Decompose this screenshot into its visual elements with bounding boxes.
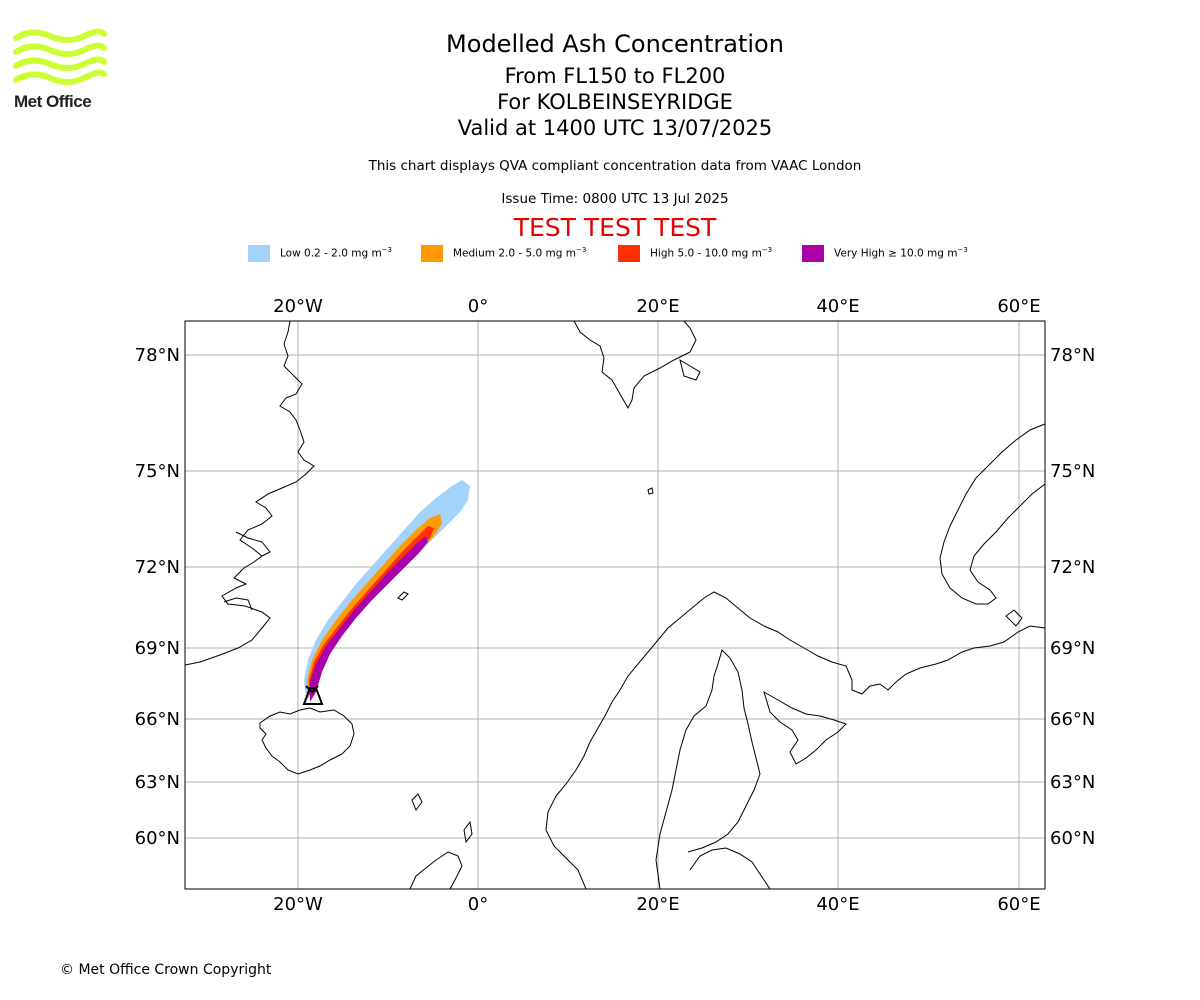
lat-tick-left-60n: 60°N: [135, 828, 180, 849]
lon-tick-bottom-60e: 60°E: [997, 894, 1040, 915]
lat-tick-left-72n: 72°N: [135, 557, 180, 578]
coast-svalbard: [573, 321, 697, 410]
lat-tick-left-63n: 63°N: [135, 772, 180, 793]
lat-tick-right-78n: 78°N: [1050, 345, 1095, 366]
legend-swatch-low: [248, 245, 270, 262]
legend-label-high: High 5.0 - 10.0 mg m−3: [650, 246, 773, 260]
lat-tick-left-78n: 78°N: [135, 345, 180, 366]
lat-ticks-left: 78°N 75°N 72°N 69°N 66°N 63°N 60°N: [135, 345, 180, 849]
coast-greenland: [185, 321, 315, 666]
legend-label-very-high: Very High ≥ 10.0 mg m−3: [834, 246, 968, 260]
ash-contour-low: [304, 480, 470, 700]
lat-tick-left-66n: 66°N: [135, 709, 180, 730]
coast-scotland: [409, 851, 463, 889]
flight-level-range: From FL150 to FL200: [504, 64, 726, 88]
coast-jan-mayen: [397, 591, 409, 601]
map-frame: [184, 320, 1046, 890]
issue-time: Issue Time: 0800 UTC 13 Jul 2025: [501, 191, 729, 207]
lon-tick-bottom-20w: 20°W: [273, 894, 323, 915]
coast-novaya-zemlya: [939, 423, 1045, 605]
lat-tick-right-69n: 69°N: [1050, 638, 1095, 659]
legend-label-medium: Medium 2.0 - 5.0 mg m−3: [453, 246, 587, 260]
lat-tick-left-69n: 69°N: [135, 638, 180, 659]
lon-tick-top-0: 0°: [468, 296, 488, 317]
legend-label-low: Low 0.2 - 2.0 mg m−3: [280, 246, 393, 260]
coast-greenland-inlet: [223, 597, 253, 611]
coast-shetland: [463, 820, 473, 844]
volcano-icon: [302, 685, 324, 705]
lat-tick-left-75n: 75°N: [135, 461, 180, 482]
legend-swatch-high: [618, 245, 640, 262]
coast-baltic: [689, 847, 771, 889]
lat-tick-right-66n: 66°N: [1050, 709, 1095, 730]
coast-vaygach: [1005, 609, 1023, 627]
coast-iceland: [259, 707, 355, 775]
lon-ticks-bottom: 20°W 0° 20°E 40°E 60°E: [273, 894, 1040, 915]
map-gridlines: [185, 321, 1045, 889]
coast-kola: [763, 690, 847, 765]
met-office-logo: [13, 28, 107, 85]
lon-tick-top-20e: 20°E: [636, 296, 679, 317]
lon-tick-top-40e: 40°E: [816, 296, 859, 317]
lon-tick-bottom-40e: 40°E: [816, 894, 859, 915]
coast-scandinavia: [545, 591, 1045, 889]
coast-svalbard-east: [679, 358, 701, 381]
coast-faroe: [411, 793, 423, 812]
qva-note: This chart displays QVA compliant concen…: [368, 158, 862, 174]
valid-time: Valid at 1400 UTC 13/07/2025: [457, 116, 773, 140]
lon-tick-bottom-0: 0°: [468, 894, 488, 915]
legend-swatch-medium: [421, 245, 443, 262]
coast-greenland-fjord: [235, 531, 271, 557]
coast-bear-island: [647, 487, 654, 495]
lon-tick-top-20w: 20°W: [273, 296, 323, 317]
lat-tick-right-60n: 60°N: [1050, 828, 1095, 849]
lat-tick-right-75n: 75°N: [1050, 461, 1095, 482]
lon-ticks-top: 20°W 0° 20°E 40°E 60°E: [273, 296, 1040, 317]
volcano-name: For KOLBEINSEYRIDGE: [497, 90, 733, 114]
coastlines: [185, 321, 1045, 889]
lat-ticks-right: 78°N 75°N 72°N 69°N 66°N 63°N 60°N: [1050, 345, 1095, 849]
lat-tick-right-63n: 63°N: [1050, 772, 1095, 793]
met-office-wordmark: Met Office: [14, 92, 92, 111]
lon-tick-bottom-20e: 20°E: [636, 894, 679, 915]
test-banner: TEST TEST TEST: [513, 213, 717, 242]
copyright-notice: © Met Office Crown Copyright: [60, 962, 272, 978]
legend-swatch-very-high: [802, 245, 824, 262]
lat-tick-right-72n: 72°N: [1050, 557, 1095, 578]
ash-plume: [304, 480, 470, 702]
coast-gulf-bothnia: [655, 649, 761, 889]
lon-tick-top-60e: 60°E: [997, 296, 1040, 317]
chart-title: Modelled Ash Concentration: [446, 30, 784, 58]
ash-contour-very-high: [310, 536, 428, 702]
